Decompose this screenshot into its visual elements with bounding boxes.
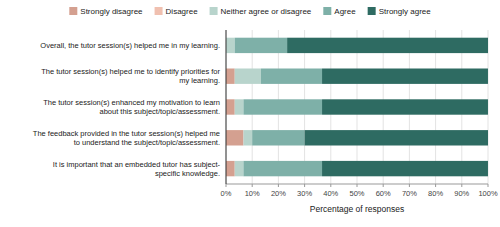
- legend-swatch: [210, 7, 218, 15]
- category-label-line: It is important that an embedded tutor h…: [53, 160, 221, 169]
- tick-label: 100%: [478, 189, 498, 198]
- tick-label: 0%: [221, 189, 232, 198]
- legend-label: Strongly disagree: [80, 7, 143, 16]
- x-axis: [226, 184, 488, 185]
- legend-swatch: [323, 7, 331, 15]
- legend-label: Disagree: [166, 7, 199, 16]
- legend-item: Neither agree or disagree: [210, 7, 312, 16]
- bar-segment: [243, 161, 322, 176]
- legend-item: Disagree: [155, 7, 199, 16]
- bar-segment: [235, 69, 261, 84]
- bar-segment: [226, 69, 235, 84]
- tick-label: 10%: [245, 189, 260, 198]
- legend-item: Strongly agree: [368, 7, 432, 16]
- bar-segment: [243, 130, 252, 145]
- chart: 0% 10% 20% 30% 40% 50% 60% 70% 80% 90% 100% Overall…: [0, 0, 500, 227]
- bar-segment: [252, 130, 304, 145]
- category-label-line: Overall, the tutor session(s) helped me …: [40, 41, 220, 50]
- tick-label: 50%: [349, 189, 364, 198]
- category-label-line: The tutor session(s) enhanced my motivat…: [43, 98, 220, 107]
- category-label: Overall, the tutor session(s) helped me …: [40, 41, 220, 50]
- category-label: It is important that an embedded tutor h…: [53, 160, 221, 178]
- bar-segment: [322, 161, 488, 176]
- legend-label: Neither agree or disagree: [221, 7, 312, 16]
- bar-segment: [235, 38, 287, 53]
- legend-item: Strongly disagree: [69, 7, 143, 16]
- category-label-line: The tutor session(s) helped me to identi…: [41, 67, 220, 76]
- tick-label: 90%: [454, 189, 469, 198]
- legend-swatch: [368, 7, 376, 15]
- tick-label: 60%: [376, 189, 391, 198]
- bar-segment: [287, 38, 488, 53]
- category-label-line: to understand the subject/topic/assessme…: [74, 138, 220, 147]
- bar-segment: [305, 130, 488, 145]
- bar-segment: [261, 69, 322, 84]
- bar-segment: [235, 161, 244, 176]
- legend-swatch: [155, 7, 163, 15]
- category-label-line: about this subject/topic/assessment.: [100, 107, 220, 116]
- category-label-line: specific knowledge.: [155, 169, 220, 178]
- legend-label: Strongly agree: [379, 7, 432, 16]
- tick-label: 40%: [323, 189, 338, 198]
- grid-line: [226, 30, 227, 184]
- bar-segment: [322, 69, 488, 84]
- tick-label: 70%: [402, 189, 417, 198]
- bar-segment: [226, 99, 235, 114]
- category-label: The tutor session(s) enhanced my motivat…: [43, 98, 220, 116]
- bar-segment: [226, 38, 235, 53]
- category-label: The tutor session(s) helped me to identi…: [41, 67, 220, 85]
- x-axis-label: Percentage of responses: [310, 204, 405, 214]
- category-label: The feedback provided in the tutor sessi…: [33, 129, 220, 147]
- bar-segment: [322, 99, 488, 114]
- tick-label: 80%: [428, 189, 443, 198]
- tick-label: 30%: [297, 189, 312, 198]
- bar-segment: [226, 130, 243, 145]
- legend: Strongly disagree Disagree Neither agree o…: [69, 7, 431, 16]
- category-label-line: my learning.: [179, 76, 220, 85]
- legend-item: Agree: [323, 7, 356, 16]
- tick-label: 20%: [271, 189, 286, 198]
- bar-segment: [226, 161, 235, 176]
- legend-label: Agree: [334, 7, 356, 16]
- bar-segment: [243, 99, 322, 114]
- legend-swatch: [69, 7, 77, 15]
- grid: [226, 30, 488, 184]
- y-axis: [226, 30, 227, 184]
- bar-segment: [235, 99, 244, 114]
- category-label-line: The feedback provided in the tutor sessi…: [33, 129, 220, 138]
